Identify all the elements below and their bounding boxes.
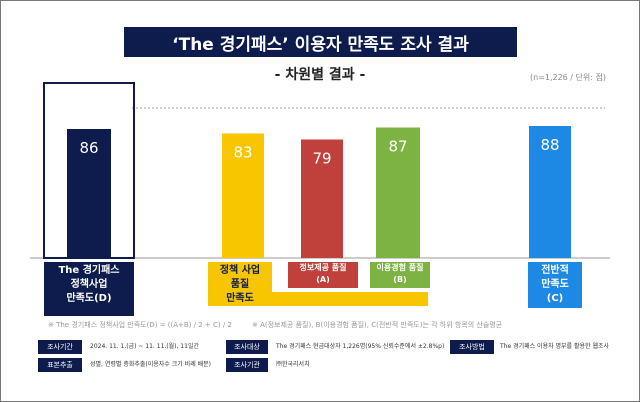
agency-tag: 조사기관 [226,358,268,372]
bar-d [67,129,111,258]
formula-note: ※ The 경기패스 정책사업 만족도(D) = ((A+B) / 2 + C)… [48,321,232,329]
label-b-line1: 이용경험 품질 [376,263,424,272]
method-tag: 조사방법 [450,340,494,354]
label-a-line1: 정보제공 품질 [299,263,347,272]
sampling-tag: 표본추출 [38,358,82,372]
period-text: 2024. 11. 1.(금) ~ 11. 11.(월), 11일간 [90,343,199,350]
label-quality: 정책 사업 품질 만족도 [208,262,272,306]
explain-note: ※ A(정보제공 품질), B(이용경험 품질), C(전반적 만족도)는 각 … [252,321,503,329]
page-title-text: ‘The 경기패스’ 이용자 만족도 조사 결과 [172,34,469,55]
page-title: ‘The 경기패스’ 이용자 만족도 조사 결과 [124,27,517,57]
agency-text: ㈜한국리서치 [276,361,310,368]
bar-a-value-label: 79 [312,150,331,168]
target-text: The 경기패스 현금대상자 1,226명(95% 신뢰수준에서 ±2.8%p) [276,343,445,350]
bar-a [301,139,343,258]
label-quality-line2: 품질 [230,279,250,290]
target-tag: 조사대상 [226,340,268,354]
label-d-line1: The 경기패스 [58,265,120,276]
label-d: The 경기패스 정책사업 만족도(D) [44,262,134,316]
label-c-line1: 전반적 [541,265,569,276]
label-quality-line3: 만족도 [226,293,254,304]
label-d-line3: 만족도(D) [66,293,112,304]
label-a: 정보제공 품질 (A) [288,262,358,288]
label-c: 전반적 만족도 (C) [528,262,582,308]
method-text: The 경기패스 이용자 명부를 활용한 웹조사 [500,343,610,350]
bar-quality [222,133,264,258]
bar-b-value-label: 87 [388,138,407,156]
period-tag: 조사기간 [38,340,82,354]
bar-c-value-label: 88 [540,136,559,154]
page-subtitle: - 차원별 결과 - [274,67,366,83]
label-b: 이용경험 품질 (B) [370,262,430,288]
label-b-line2: (B) [393,275,407,284]
label-quality-line1: 정책 사업 [219,265,261,276]
label-a-line2: (A) [316,275,330,284]
unit-note: (n=1,226 / 단위: 점) [529,73,606,82]
bar-quality-value-label: 83 [233,144,252,162]
bracket-bar-under-ab [272,292,428,306]
label-c-line3: (C) [546,293,564,304]
bar-c [529,126,571,258]
label-d-line2: 정책사업 [70,279,108,290]
bar-d-value-label: 86 [79,139,98,157]
label-c-line2: 만족도 [541,279,569,290]
bar-b [376,127,420,258]
sampling-text: 성별, 연령별 층화추출(이용자수 크기 비례 배분) [90,361,212,368]
